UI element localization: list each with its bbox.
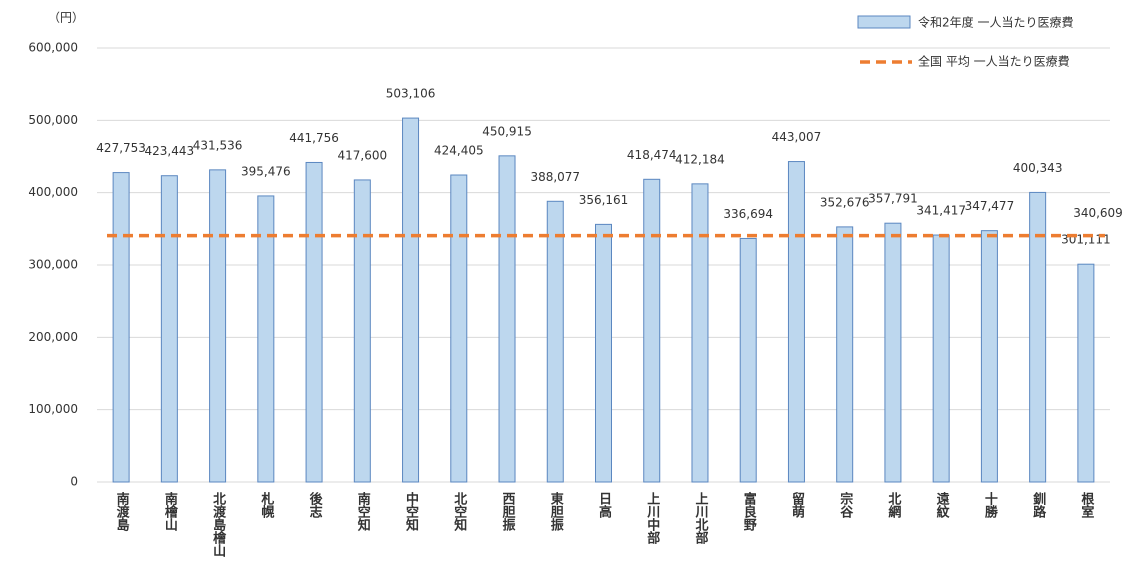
value-label: 357,791: [868, 192, 918, 206]
value-label: 336,694: [723, 207, 773, 221]
bar: [739, 237, 757, 483]
x-tick-label: 上川北部: [692, 492, 709, 545]
value-label: 347,477: [965, 199, 1015, 213]
y-tick-label: 400,000: [28, 185, 78, 199]
bar: [546, 200, 564, 483]
y-axis-label: （円）: [48, 11, 84, 25]
x-tick-label: 北渡島檜山: [210, 492, 226, 558]
value-label: 417,600: [337, 148, 387, 162]
value-label: 450,915: [482, 124, 532, 138]
bar: [643, 178, 661, 483]
value-label: 431,536: [193, 138, 243, 152]
x-tick-label: 宗谷: [837, 491, 853, 519]
bar: [305, 161, 323, 483]
y-tick-label: 500,000: [28, 113, 78, 127]
bar: [498, 155, 516, 483]
value-label: 341,417: [916, 204, 966, 218]
value-label: 441,756: [289, 131, 339, 145]
y-tick-label: 300,000: [28, 258, 78, 272]
bar: [402, 117, 420, 483]
bar: [1077, 263, 1095, 483]
bar: [932, 234, 950, 483]
y-tick-label: 200,000: [28, 330, 78, 344]
x-tick-label: 留萌: [789, 491, 805, 519]
bar: [787, 161, 805, 483]
value-label: 395,476: [241, 164, 291, 178]
bar: [595, 223, 612, 483]
x-tick-label: 根室: [1078, 491, 1094, 519]
value-label: 412,184: [675, 152, 725, 166]
bar: [884, 222, 902, 483]
x-tick-label: 釧路: [1030, 491, 1046, 518]
legend-label: 全国 平均 一人当たり医療費: [918, 54, 1070, 69]
value-label: 418,474: [627, 148, 677, 162]
y-tick-label: 0: [70, 475, 78, 489]
x-tick-label: 東胆振: [548, 491, 564, 532]
bar: [112, 172, 130, 483]
bar: [353, 179, 371, 483]
legend-swatch: [857, 15, 911, 29]
bar: [257, 195, 275, 483]
x-tick-label: 北網: [885, 492, 901, 519]
bar: [980, 230, 998, 483]
x-tick-label: 北空知: [451, 492, 467, 532]
x-tick-label: 西胆振: [500, 492, 516, 532]
x-tick-label: 日高: [596, 492, 612, 519]
x-tick-label: 富良野: [741, 491, 757, 532]
bar: [1029, 191, 1047, 483]
value-label: 388,077: [530, 170, 580, 184]
x-tick-label: 南空知: [355, 491, 371, 532]
bar: [450, 174, 468, 483]
value-label: 423,443: [145, 144, 195, 158]
value-label: 400,343: [1013, 161, 1063, 175]
value-label: 356,161: [579, 193, 629, 207]
x-tick-label: 後志: [307, 491, 323, 519]
bar: [836, 226, 854, 483]
legend-label: 令和2年度 一人当たり医療費: [918, 15, 1073, 30]
y-tick-label: 600,000: [28, 41, 78, 55]
x-tick-label: 遠紋: [934, 491, 950, 519]
value-label: 352,676: [820, 195, 870, 209]
bar: [691, 183, 709, 483]
y-tick-label: 100,000: [28, 402, 78, 416]
x-tick-label: 十勝: [982, 491, 998, 519]
value-label: 424,405: [434, 144, 484, 158]
average-label: 340,609: [1073, 206, 1123, 220]
value-label: 503,106: [386, 87, 436, 101]
x-tick-label: 中空知: [403, 491, 419, 532]
bar: [160, 175, 178, 483]
x-tick-label: 南檜山: [162, 491, 178, 532]
value-label: 427,753: [96, 141, 146, 155]
x-tick-label: 南渡島: [114, 491, 130, 532]
x-tick-label: 上川中部: [644, 492, 661, 545]
value-label: 443,007: [772, 130, 822, 144]
x-tick-label: 札幌: [258, 491, 275, 519]
bar: [209, 169, 227, 483]
